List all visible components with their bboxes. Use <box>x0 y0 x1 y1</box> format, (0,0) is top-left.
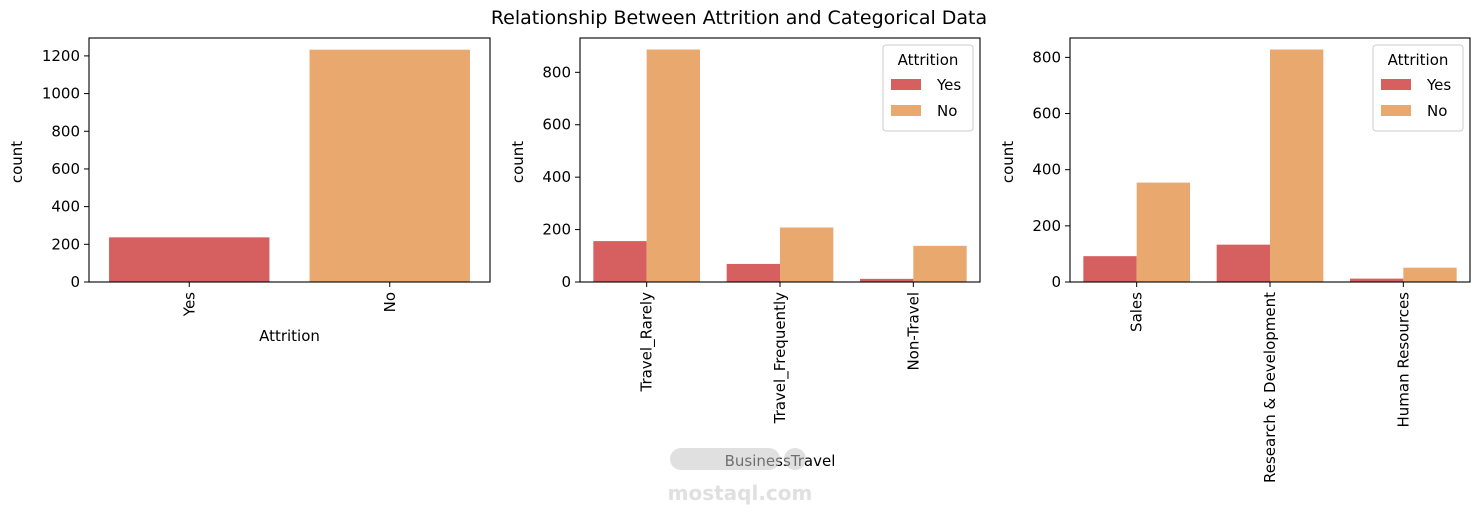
y-tick-label: 400 <box>51 198 80 216</box>
x-tick-label: Sales <box>1128 292 1146 332</box>
x-tick-label: Human Resources <box>1394 292 1412 428</box>
x-tick-label: Research & Development <box>1261 292 1279 483</box>
legend-label-yes: Yes <box>1426 76 1451 94</box>
legend-swatch-no <box>1381 105 1411 116</box>
bar-no-1 <box>1136 182 1190 282</box>
y-axis-label: count <box>999 141 1017 183</box>
y-tick-label: 200 <box>51 235 80 253</box>
bar-yes-3 <box>860 278 914 282</box>
plot-frame <box>88 37 491 283</box>
legend-label-no: No <box>1427 102 1447 120</box>
bar-yes-1 <box>1083 256 1137 282</box>
y-tick-label: 0 <box>70 273 80 291</box>
y-tick-label: 200 <box>542 221 571 239</box>
legend-swatch-yes <box>1381 79 1411 90</box>
x-tick-label: Travel_Rarely <box>638 292 657 393</box>
y-tick-label: 400 <box>542 168 571 186</box>
legend-label-no: No <box>937 102 957 120</box>
legend: Attrition Yes No <box>882 44 974 132</box>
y-tick-label: 600 <box>542 116 571 134</box>
y-tick-label: 1200 <box>42 47 80 65</box>
chart-2: 0 200 400 600 800 Travel_Rarely Travel_Frequen… <box>509 37 981 470</box>
x-axis-label: BusinessTravel <box>725 452 836 470</box>
y-tick-label: 200 <box>1032 217 1061 235</box>
x-axis-label: Attrition <box>259 327 320 345</box>
legend-swatch-no <box>891 105 921 116</box>
bar-2 <box>309 49 470 282</box>
x-tick-label: Yes <box>180 292 198 317</box>
legend-title: Attrition <box>1388 51 1449 69</box>
bar-no-3 <box>913 245 967 282</box>
bar-yes-1 <box>593 241 647 282</box>
x-tick-label: Travel_Frequently <box>771 292 790 425</box>
y-axis-label: count <box>509 141 527 183</box>
y-tick-label: 0 <box>561 273 571 291</box>
bar-no-2 <box>1270 49 1324 282</box>
y-tick-label: 600 <box>51 160 80 178</box>
y-tick-label: 800 <box>542 63 571 81</box>
x-tick-label: No <box>381 292 399 312</box>
bar-no-2 <box>780 227 834 282</box>
chart-panels: 0 200 400 600 800 1000 1200 Yes No count Attrition… <box>8 37 1471 483</box>
x-tick-label: Non-Travel <box>904 292 922 371</box>
y-tick-label: 400 <box>1032 161 1061 179</box>
y-tick-label: 800 <box>1032 48 1061 66</box>
y-tick-label: 1000 <box>42 85 80 103</box>
y-tick-label: 600 <box>1032 105 1061 123</box>
legend-label-yes: Yes <box>936 76 961 94</box>
figure-title: Relationship Between Attrition and Categ… <box>491 7 987 29</box>
bar-yes-2 <box>726 263 780 282</box>
y-tick-label: 800 <box>51 122 80 140</box>
y-axis-label: count <box>8 141 26 183</box>
bar-no-3 <box>1403 267 1457 282</box>
chart-1: 0 200 400 600 800 1000 1200 Yes No count Attrition <box>8 37 491 345</box>
bar-no-1 <box>646 49 700 283</box>
chart-3: 0 200 400 600 800 Sales Research & Development… <box>999 37 1471 483</box>
legend: Attrition Yes No <box>1372 44 1464 132</box>
bar-1 <box>109 237 270 282</box>
y-tick-label: 0 <box>1051 273 1061 291</box>
bar-yes-3 <box>1350 278 1404 282</box>
legend-title: Attrition <box>898 51 959 69</box>
bar-yes-2 <box>1216 244 1270 282</box>
legend-swatch-yes <box>891 79 921 90</box>
